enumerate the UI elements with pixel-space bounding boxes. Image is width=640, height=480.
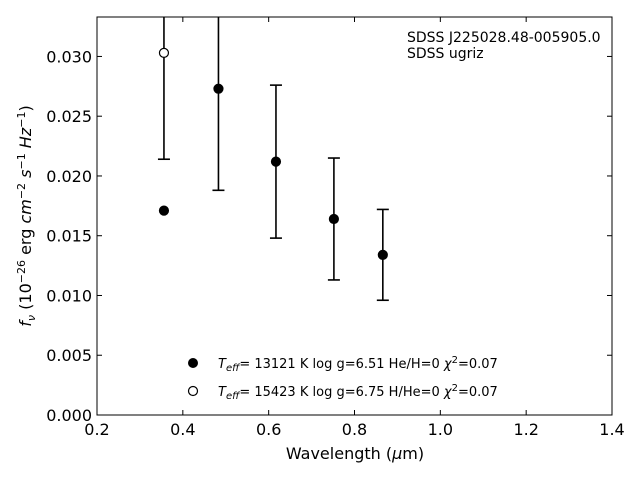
x-tick-label: 1.2 (513, 420, 538, 439)
x-tick-label: 0.8 (342, 420, 367, 439)
x-tick-label: 0.2 (84, 420, 109, 439)
annotation-object: SDSS J225028.48-005905.0 (407, 30, 601, 46)
plot-layer (157, 17, 389, 302)
legend-label-2: Teff= 15423 K log g=6.75 H/He=0 χ2=0.07 (218, 383, 498, 402)
axes-layer: 0.2 0.4 0.6 0.8 1.0 1.2 1.4 0.000 0.005 0.010 0.01… (46, 16, 625, 439)
axes-frame (96, 16, 613, 416)
y-axis-label: fν (10−26 erg cm−2 s−1 Hz−1) (15, 105, 38, 326)
data-point-filled (270, 156, 282, 167)
x-tick-label: 0.6 (256, 420, 281, 439)
x-tick-label: 1.0 (428, 420, 453, 439)
data-point-open (158, 47, 170, 58)
y-tick-label: 0.005 (46, 346, 92, 365)
plot-area (157, 17, 389, 302)
y-tick-label: 0.030 (46, 47, 92, 66)
data-point-filled (158, 205, 170, 216)
data-point-filled (328, 213, 339, 225)
legend: Teff= 13121 K log g=6.51 He/H=0 χ2=0.07 … (187, 355, 498, 402)
legend-marker-open (187, 385, 199, 397)
annotation-filters: SDSS ugriz (407, 46, 484, 62)
legend-marker-filled (188, 358, 198, 368)
data-point-filled (213, 83, 224, 94)
y-tick-label: 0.010 (46, 286, 92, 305)
x-tick-label: 0.4 (170, 420, 195, 439)
data-point-filled (377, 249, 388, 260)
y-tick-label: 0.025 (46, 107, 92, 126)
y-tick-label: 0.000 (46, 406, 92, 425)
y-tick-label: 0.020 (46, 167, 92, 186)
x-tick-label: 1.4 (599, 420, 624, 439)
y-tick-label: 0.015 (46, 227, 92, 246)
x-axis-label: Wavelength (μm) (286, 444, 424, 463)
legend-label-1: Teff= 13121 K log g=6.51 He/H=0 χ2=0.07 (218, 355, 498, 374)
